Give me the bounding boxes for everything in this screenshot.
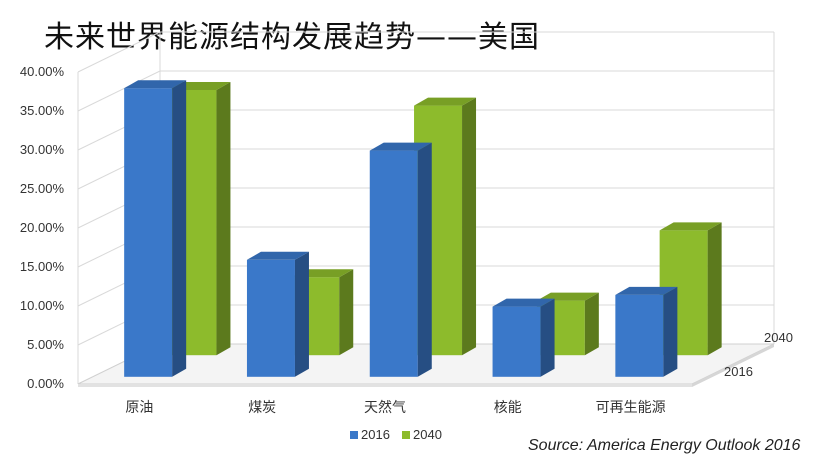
category-label: 原油 [125, 400, 153, 416]
y-tick-label: 30.00% [20, 142, 65, 157]
bar-side [294, 251, 309, 377]
depth-label: 2040 [764, 330, 793, 345]
bar-side [540, 298, 555, 377]
bar-side [584, 292, 599, 356]
bar-2016-3 [492, 298, 555, 377]
bar-side [707, 222, 722, 356]
y-tick-label: 10.00% [20, 298, 65, 313]
x-axis-categories: 原油 煤炭 天然气 核能 可再生能源 [125, 399, 665, 416]
bar-top [659, 222, 722, 231]
legend-label: 2040 [413, 427, 442, 442]
bar-2016-0 [124, 80, 187, 377]
bar-side [216, 82, 231, 356]
chart-floor-edge [692, 344, 774, 387]
y-tick-label: 15.00% [20, 259, 65, 274]
bar-front [124, 88, 173, 377]
bar-front [369, 150, 418, 377]
bar-side [462, 97, 477, 356]
category-label: 可再生能源 [596, 400, 666, 416]
bar-front [492, 306, 541, 377]
bar-front [246, 259, 295, 377]
legend: 2016 2040 [350, 427, 442, 442]
y-tick-label: 0.00% [27, 376, 64, 391]
y-tick-label: 5.00% [27, 337, 64, 352]
depth-label: 2016 [724, 364, 753, 379]
bar-front [615, 294, 664, 377]
y-axis-ticks: 0.00% 5.00% 10.00% 15.00% 20.00% 25.00% 30.00%… [20, 64, 65, 391]
y-tick-label: 35.00% [20, 103, 65, 118]
y-tick-label: 20.00% [20, 220, 65, 235]
chart-bars [124, 80, 722, 377]
bar-top [615, 286, 678, 295]
legend-label: 2016 [361, 427, 390, 442]
y-tick-label: 40.00% [20, 64, 65, 79]
category-label: 天然气 [364, 399, 406, 416]
bar-2016-2 [369, 142, 432, 377]
bar-side [663, 286, 678, 377]
chart-floor-edge [78, 384, 692, 387]
depth-axis-labels: 2016 2040 [724, 330, 793, 379]
bar-side [417, 142, 432, 377]
category-label: 核能 [494, 400, 522, 416]
bar-top [369, 142, 432, 151]
bar-side [172, 80, 187, 377]
chart-title: 未来世界能源结构发展趋势——美国 [44, 20, 540, 55]
bar-2016-4 [615, 286, 678, 377]
bar-side [339, 269, 354, 356]
y-tick-label: 25.00% [20, 181, 65, 196]
bar-top [246, 251, 309, 260]
bar-top [492, 298, 555, 307]
legend-swatch [350, 431, 358, 439]
gridline-side [77, 31, 161, 73]
gridline-side [77, 70, 161, 112]
legend-swatch [402, 431, 410, 439]
source-note: Source: America Energy Outlook 2016 [528, 437, 801, 454]
bar-top [414, 97, 477, 106]
category-label: 煤炭 [248, 400, 276, 416]
bar-2016-1 [246, 251, 309, 377]
bar-top [124, 80, 187, 89]
